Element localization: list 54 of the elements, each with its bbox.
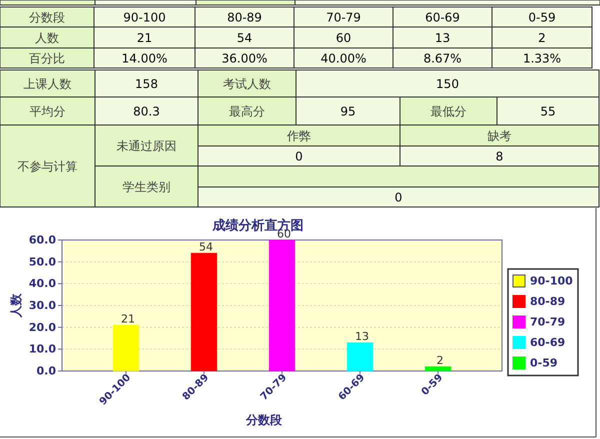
text: 2: [538, 31, 546, 45]
x-axis-title: 分数段: [245, 413, 283, 427]
text: 人数: [35, 31, 59, 45]
data-label: 2: [436, 354, 444, 368]
text: 90-100: [123, 10, 166, 24]
text: 不参与计算: [18, 160, 78, 174]
text: 21: [136, 31, 152, 45]
text: 14.00%: [122, 52, 168, 66]
y-tick-label: 60.0: [28, 234, 56, 246]
text: 150: [436, 77, 459, 91]
text: 平均分: [30, 104, 66, 118]
text: 作弊: [286, 129, 311, 143]
data-label: 54: [198, 240, 213, 254]
text: 40.00%: [320, 52, 366, 66]
y-tick-label: 10.0: [28, 342, 56, 356]
text: 8.67%: [423, 52, 462, 66]
text: 考试人数: [223, 77, 271, 91]
text: 未通过原因: [116, 139, 176, 153]
text: 最高分: [229, 104, 265, 118]
text: 0: [394, 190, 402, 204]
legend-label: 60-69: [530, 336, 566, 349]
legend-label: 80-89: [530, 295, 566, 308]
text: 80-89: [227, 10, 262, 24]
text: 0-59: [528, 10, 556, 24]
y-tick-label: 50.0: [28, 255, 56, 268]
data-label: 13: [355, 330, 370, 344]
text: 上课人数: [24, 77, 72, 91]
text: 百分比: [29, 52, 65, 66]
text: 8: [496, 150, 504, 164]
text: 80.3: [133, 104, 160, 118]
text: 13: [434, 31, 450, 45]
text: 55: [540, 104, 556, 118]
text: 70-79: [326, 10, 361, 24]
legend-label: 0-59: [530, 356, 558, 370]
text: 1.33%: [522, 52, 562, 66]
text: 158: [135, 77, 158, 91]
y-tick-label: 40.0: [28, 277, 56, 290]
text: 最低分: [430, 104, 466, 118]
legend-label: 90-100: [530, 274, 573, 288]
text: 54: [236, 31, 252, 45]
y-tick-label: 30.0: [28, 299, 56, 312]
y-tick-label: 0.0: [36, 364, 56, 378]
text: 95: [340, 104, 356, 118]
y-axis-title: 人数: [9, 292, 23, 318]
data-label: 21: [120, 312, 135, 326]
text: 60-69: [425, 10, 460, 24]
text: 36.00%: [222, 52, 268, 66]
text: 缺考: [488, 129, 512, 143]
text: 0: [295, 150, 303, 164]
text: 60: [336, 31, 352, 45]
legend-label: 70-79: [530, 316, 566, 328]
text: 学生类别: [122, 180, 170, 194]
y-tick-label: 20.0: [28, 320, 56, 334]
text: 分数段: [29, 10, 65, 24]
